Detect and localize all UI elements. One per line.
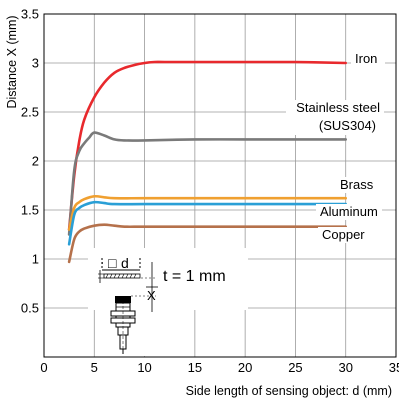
d-symbol-prefix: □	[108, 255, 117, 271]
x-tick-label: 30	[338, 360, 352, 375]
x-tick-label: 15	[188, 360, 202, 375]
x-tick-label: 5	[91, 360, 98, 375]
y-tick-label: 1.5	[21, 203, 39, 218]
series-label-stainless-steel: Stainless steel	[296, 100, 380, 115]
sensor-diagram: □ d X	[88, 248, 248, 356]
plot-frame	[43, 13, 397, 358]
y-tick-label: 3.5	[21, 7, 39, 22]
x-tick-label: 35	[389, 360, 399, 375]
sensor-head	[115, 296, 131, 303]
x-axis-label: Side length of sensing object: d (mm)	[186, 384, 392, 398]
x-tick-label: 0	[40, 360, 47, 375]
series-line-iron	[67, 60, 347, 231]
series-line-stainless-steel	[67, 131, 347, 236]
series-label-brass: Brass	[340, 177, 374, 192]
series-labels: Iron Stainless steel (SUS304) Brass Alum…	[286, 51, 385, 243]
x-tick-label: 20	[238, 360, 252, 375]
series-label-copper: Copper	[322, 227, 365, 242]
series-line-brass	[67, 194, 347, 231]
y-tick-label: 1	[32, 252, 39, 267]
y-tick-label: 0.5	[21, 301, 39, 316]
y-tick-label: 2	[32, 154, 39, 169]
series-label-aluminum: Aluminum	[320, 204, 378, 219]
series-layer	[67, 60, 347, 264]
d-symbol: d	[121, 255, 129, 271]
tick-labels: 0 5 10 15 20 25 30 35 0.5 1 1.5 2 2.5 3 3.5	[21, 7, 399, 376]
x-tick-label: 10	[137, 360, 151, 375]
x-tick-label: 25	[288, 360, 302, 375]
series-label-sus304: (SUS304)	[319, 118, 376, 133]
x-distance-label: X	[147, 288, 156, 303]
thickness-annotation: t = 1 mm	[163, 268, 226, 285]
series-label-iron: Iron	[355, 51, 377, 66]
series-line-copper	[67, 223, 347, 264]
y-tick-label: 3	[32, 56, 39, 71]
y-axis-label: Distance X (mm)	[5, 15, 19, 108]
y-tick-label: 2.5	[21, 105, 39, 120]
series-line-aluminum	[67, 200, 347, 246]
